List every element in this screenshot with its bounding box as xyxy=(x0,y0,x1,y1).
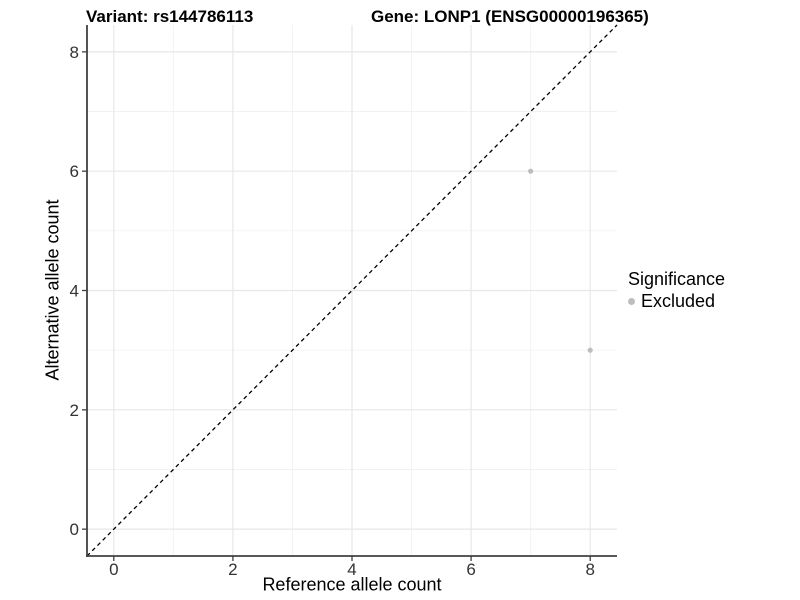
plot-title-gene: Gene: LONP1 (ENSG00000196365) xyxy=(371,7,649,26)
x-tick-label: 0 xyxy=(109,560,118,579)
x-tick-label: 2 xyxy=(228,560,237,579)
y-tick-label: 2 xyxy=(70,401,79,420)
y-tick-label: 0 xyxy=(70,520,79,539)
x-tick-label: 6 xyxy=(466,560,475,579)
y-tick-label: 4 xyxy=(70,282,79,301)
legend-point-icon xyxy=(628,298,635,305)
data-point xyxy=(528,168,534,174)
x-tick-label: 4 xyxy=(347,560,356,579)
legend-title: Significance xyxy=(628,269,726,289)
identity-reference-line xyxy=(86,24,618,557)
legend: Significance Excluded xyxy=(628,269,725,312)
data-point xyxy=(587,347,593,353)
plot-title-variant: Variant: rs144786113 xyxy=(86,7,254,26)
y-axis-label: Alternative allele count xyxy=(42,199,63,381)
legend-entry-label: Excluded xyxy=(641,291,716,311)
y-tick-label: 6 xyxy=(70,162,79,181)
x-tick-label: 8 xyxy=(585,560,594,579)
legend-entry-excluded: Excluded xyxy=(628,291,725,312)
x-axis-label: Reference allele count xyxy=(262,574,442,595)
y-tick-label: 8 xyxy=(70,43,79,62)
